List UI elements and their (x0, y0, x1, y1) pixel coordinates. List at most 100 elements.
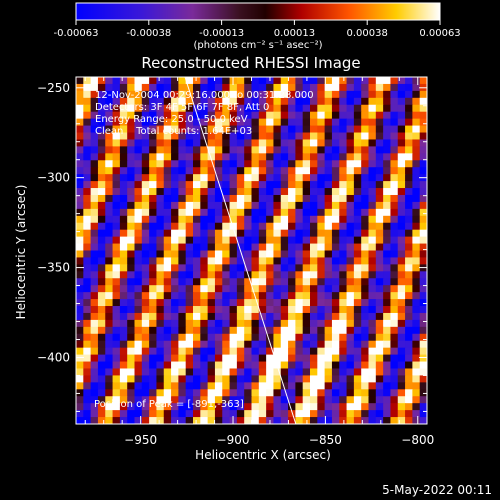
heatmap-cell (317, 347, 326, 356)
heatmap-cell (295, 90, 304, 99)
heatmap-cell (273, 292, 282, 300)
heatmap-cell (251, 410, 260, 418)
heatmap-cell (149, 257, 157, 265)
heatmap-cell (302, 174, 311, 182)
heatmap-cell (214, 333, 223, 342)
heatmap-cell (397, 410, 406, 418)
heatmap-cell (141, 347, 150, 356)
heatmap-cell (112, 403, 121, 411)
heatmap-cell (222, 375, 231, 383)
heatmap-cell (339, 77, 348, 85)
heatmap-cell (207, 208, 216, 217)
heatmap-cell (390, 403, 399, 411)
heatmap-cell (266, 83, 274, 92)
heatmap-cell (207, 389, 216, 397)
heatmap-cell (200, 104, 209, 113)
heatmap-cell (324, 125, 333, 134)
heatmap-cell (156, 417, 165, 424)
heatmap-cell (361, 333, 369, 342)
heatmap-cell (236, 181, 245, 189)
heatmap-cell (178, 236, 187, 245)
heatmap-cell (273, 347, 282, 356)
heatmap-cell (156, 118, 165, 127)
heatmap-cell (280, 340, 289, 349)
heatmap-cell (412, 292, 421, 300)
heatmap-cell (222, 285, 231, 293)
heatmap-cell (419, 347, 427, 356)
heatmap-cell (310, 118, 318, 127)
heatmap-cell (236, 271, 245, 279)
heatmap-cell (317, 236, 326, 245)
heatmap-cell (339, 271, 348, 279)
heatmap-cell (214, 340, 223, 349)
heatmap-cell (273, 250, 282, 258)
heatmap-cell (178, 229, 187, 238)
heatmap-cell (375, 77, 384, 85)
heatmap-cell (383, 306, 391, 314)
heatmap-cell (419, 354, 427, 363)
heatmap-cell (207, 77, 216, 85)
heatmap-cell (251, 132, 260, 140)
heatmap-cell (90, 417, 99, 424)
heatmap-cell (317, 278, 326, 286)
heatmap-cell (119, 188, 128, 196)
heatmap-cell (383, 326, 391, 335)
heatmap-cell (273, 97, 282, 106)
heatmap-cell (331, 292, 340, 300)
heatmap-cell (193, 375, 201, 383)
heatmap-cell (419, 403, 427, 411)
heatmap-cell (214, 160, 223, 168)
heatmap-cell (178, 292, 187, 300)
heatmap-cell (317, 153, 326, 161)
heatmap-cell (375, 306, 384, 314)
heatmap-cell (178, 104, 187, 113)
heatmap-cell (310, 361, 318, 369)
heatmap-cell (317, 271, 326, 279)
heatmap-cell (251, 97, 260, 106)
heatmap-cell (375, 403, 384, 411)
heatmap-cell (353, 326, 362, 335)
heatmap-cell (171, 146, 179, 154)
heatmap-cell (163, 306, 172, 314)
heatmap-cell (375, 118, 384, 127)
heatmap-cell (324, 77, 333, 85)
heatmap-cell (390, 257, 399, 265)
heatmap-cell (273, 153, 282, 161)
heatmap-cell (368, 340, 377, 349)
heatmap-cell (302, 132, 311, 140)
heatmap-cell (207, 153, 216, 161)
heatmap-cell (127, 111, 135, 120)
heatmap-cell (361, 319, 369, 328)
heatmap-cell (119, 403, 128, 411)
heatmap-cell (214, 111, 223, 120)
heatmap-cell (229, 361, 238, 369)
heatmap-cell (361, 194, 369, 203)
heatmap-cell (339, 174, 348, 182)
heatmap-cell (405, 403, 413, 411)
heatmap-cell (375, 125, 384, 134)
heatmap-cell (222, 146, 231, 154)
heatmap-cell (214, 104, 223, 113)
heatmap-cell (127, 368, 135, 376)
heatmap-cell (397, 299, 406, 307)
heatmap-cell (207, 236, 216, 245)
heatmap-cell (90, 229, 99, 238)
heatmap-cell (83, 347, 92, 356)
heatmap-cell (419, 146, 427, 154)
heatmap-cell (112, 174, 121, 182)
heatmap-cell (412, 285, 421, 293)
heatmap-cell (229, 132, 238, 140)
heatmap-cell (419, 361, 427, 369)
heatmap-cell (207, 139, 216, 147)
heatmap-cell (331, 257, 340, 265)
heatmap-cell (185, 285, 194, 293)
heatmap-cell (178, 174, 187, 182)
heatmap-cell (244, 382, 252, 390)
heatmap-cell (207, 299, 216, 307)
heatmap-cell (200, 83, 209, 92)
heatmap-cell (127, 306, 135, 314)
heatmap-cell (383, 111, 391, 120)
heatmap-cell (171, 326, 179, 335)
heatmap-cell (419, 306, 427, 314)
heatmap-cell (90, 354, 99, 363)
